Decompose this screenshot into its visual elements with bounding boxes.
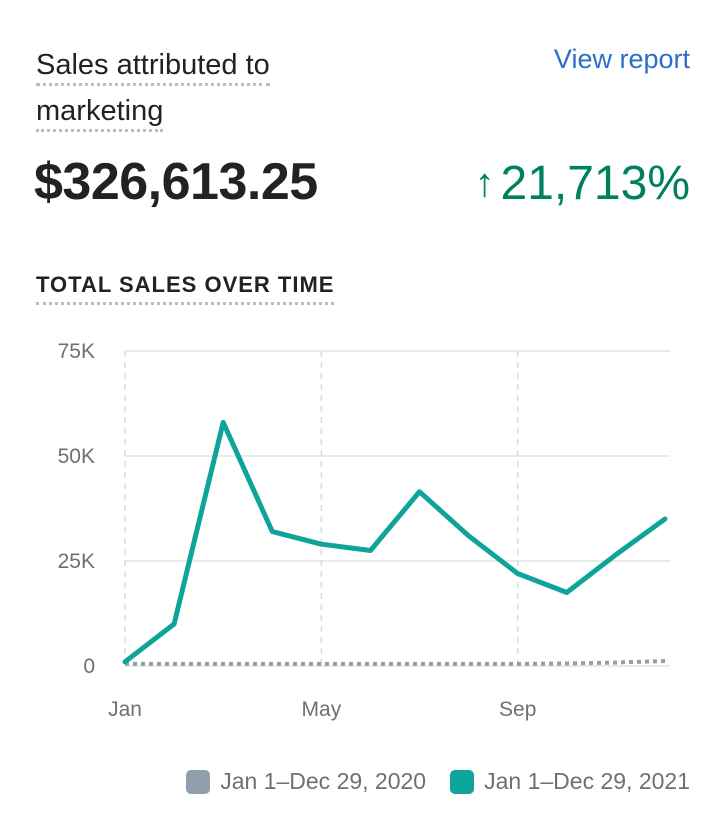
- change-percent: 21,713%: [500, 157, 691, 210]
- chart-legend: Jan 1–Dec 29, 2020 Jan 1–Dec 29, 2021: [162, 768, 690, 795]
- view-report-link[interactable]: View report: [553, 44, 690, 74]
- legend-item-previous: Jan 1–Dec 29, 2020: [186, 768, 426, 795]
- legend-label-current: Jan 1–Dec 29, 2021: [484, 768, 690, 794]
- sales-total-value: $326,613.25: [34, 153, 318, 211]
- label-layer: 0 25K 50K 75K Jan May Sep: [58, 340, 537, 721]
- card-title-text: Sales attributed to marketing: [36, 49, 270, 132]
- grid-layer: [124, 350, 670, 667]
- legend-label-previous: Jan 1–Dec 29, 2020: [220, 768, 427, 794]
- sales-line-chart: 0 25K 50K 75K Jan May Sep: [58, 340, 670, 721]
- card-title: Sales attributed to marketing: [36, 42, 336, 134]
- arrow-up-icon: ↑: [474, 161, 495, 205]
- legend-swatch-current: [450, 769, 475, 794]
- change-indicator: ↑ 21,713%: [475, 156, 691, 211]
- y-tick-label-1: 25K: [58, 550, 95, 573]
- x-tick-label-1: May: [302, 698, 342, 721]
- series-line-0: [125, 659, 666, 666]
- series-line-1: [122, 419, 668, 665]
- legend-swatch-previous: [186, 769, 211, 794]
- legend-item-current: Jan 1–Dec 29, 2021: [450, 768, 690, 795]
- series-layer: [122, 419, 668, 666]
- section-title: TOTAL SALES OVER TIME: [36, 272, 335, 305]
- x-tick-label-0: Jan: [108, 698, 142, 721]
- y-tick-label-2: 50K: [58, 445, 95, 468]
- x-tick-label-2: Sep: [499, 698, 536, 721]
- y-tick-label-0: 0: [83, 655, 95, 678]
- y-tick-label-3: 75K: [58, 340, 95, 363]
